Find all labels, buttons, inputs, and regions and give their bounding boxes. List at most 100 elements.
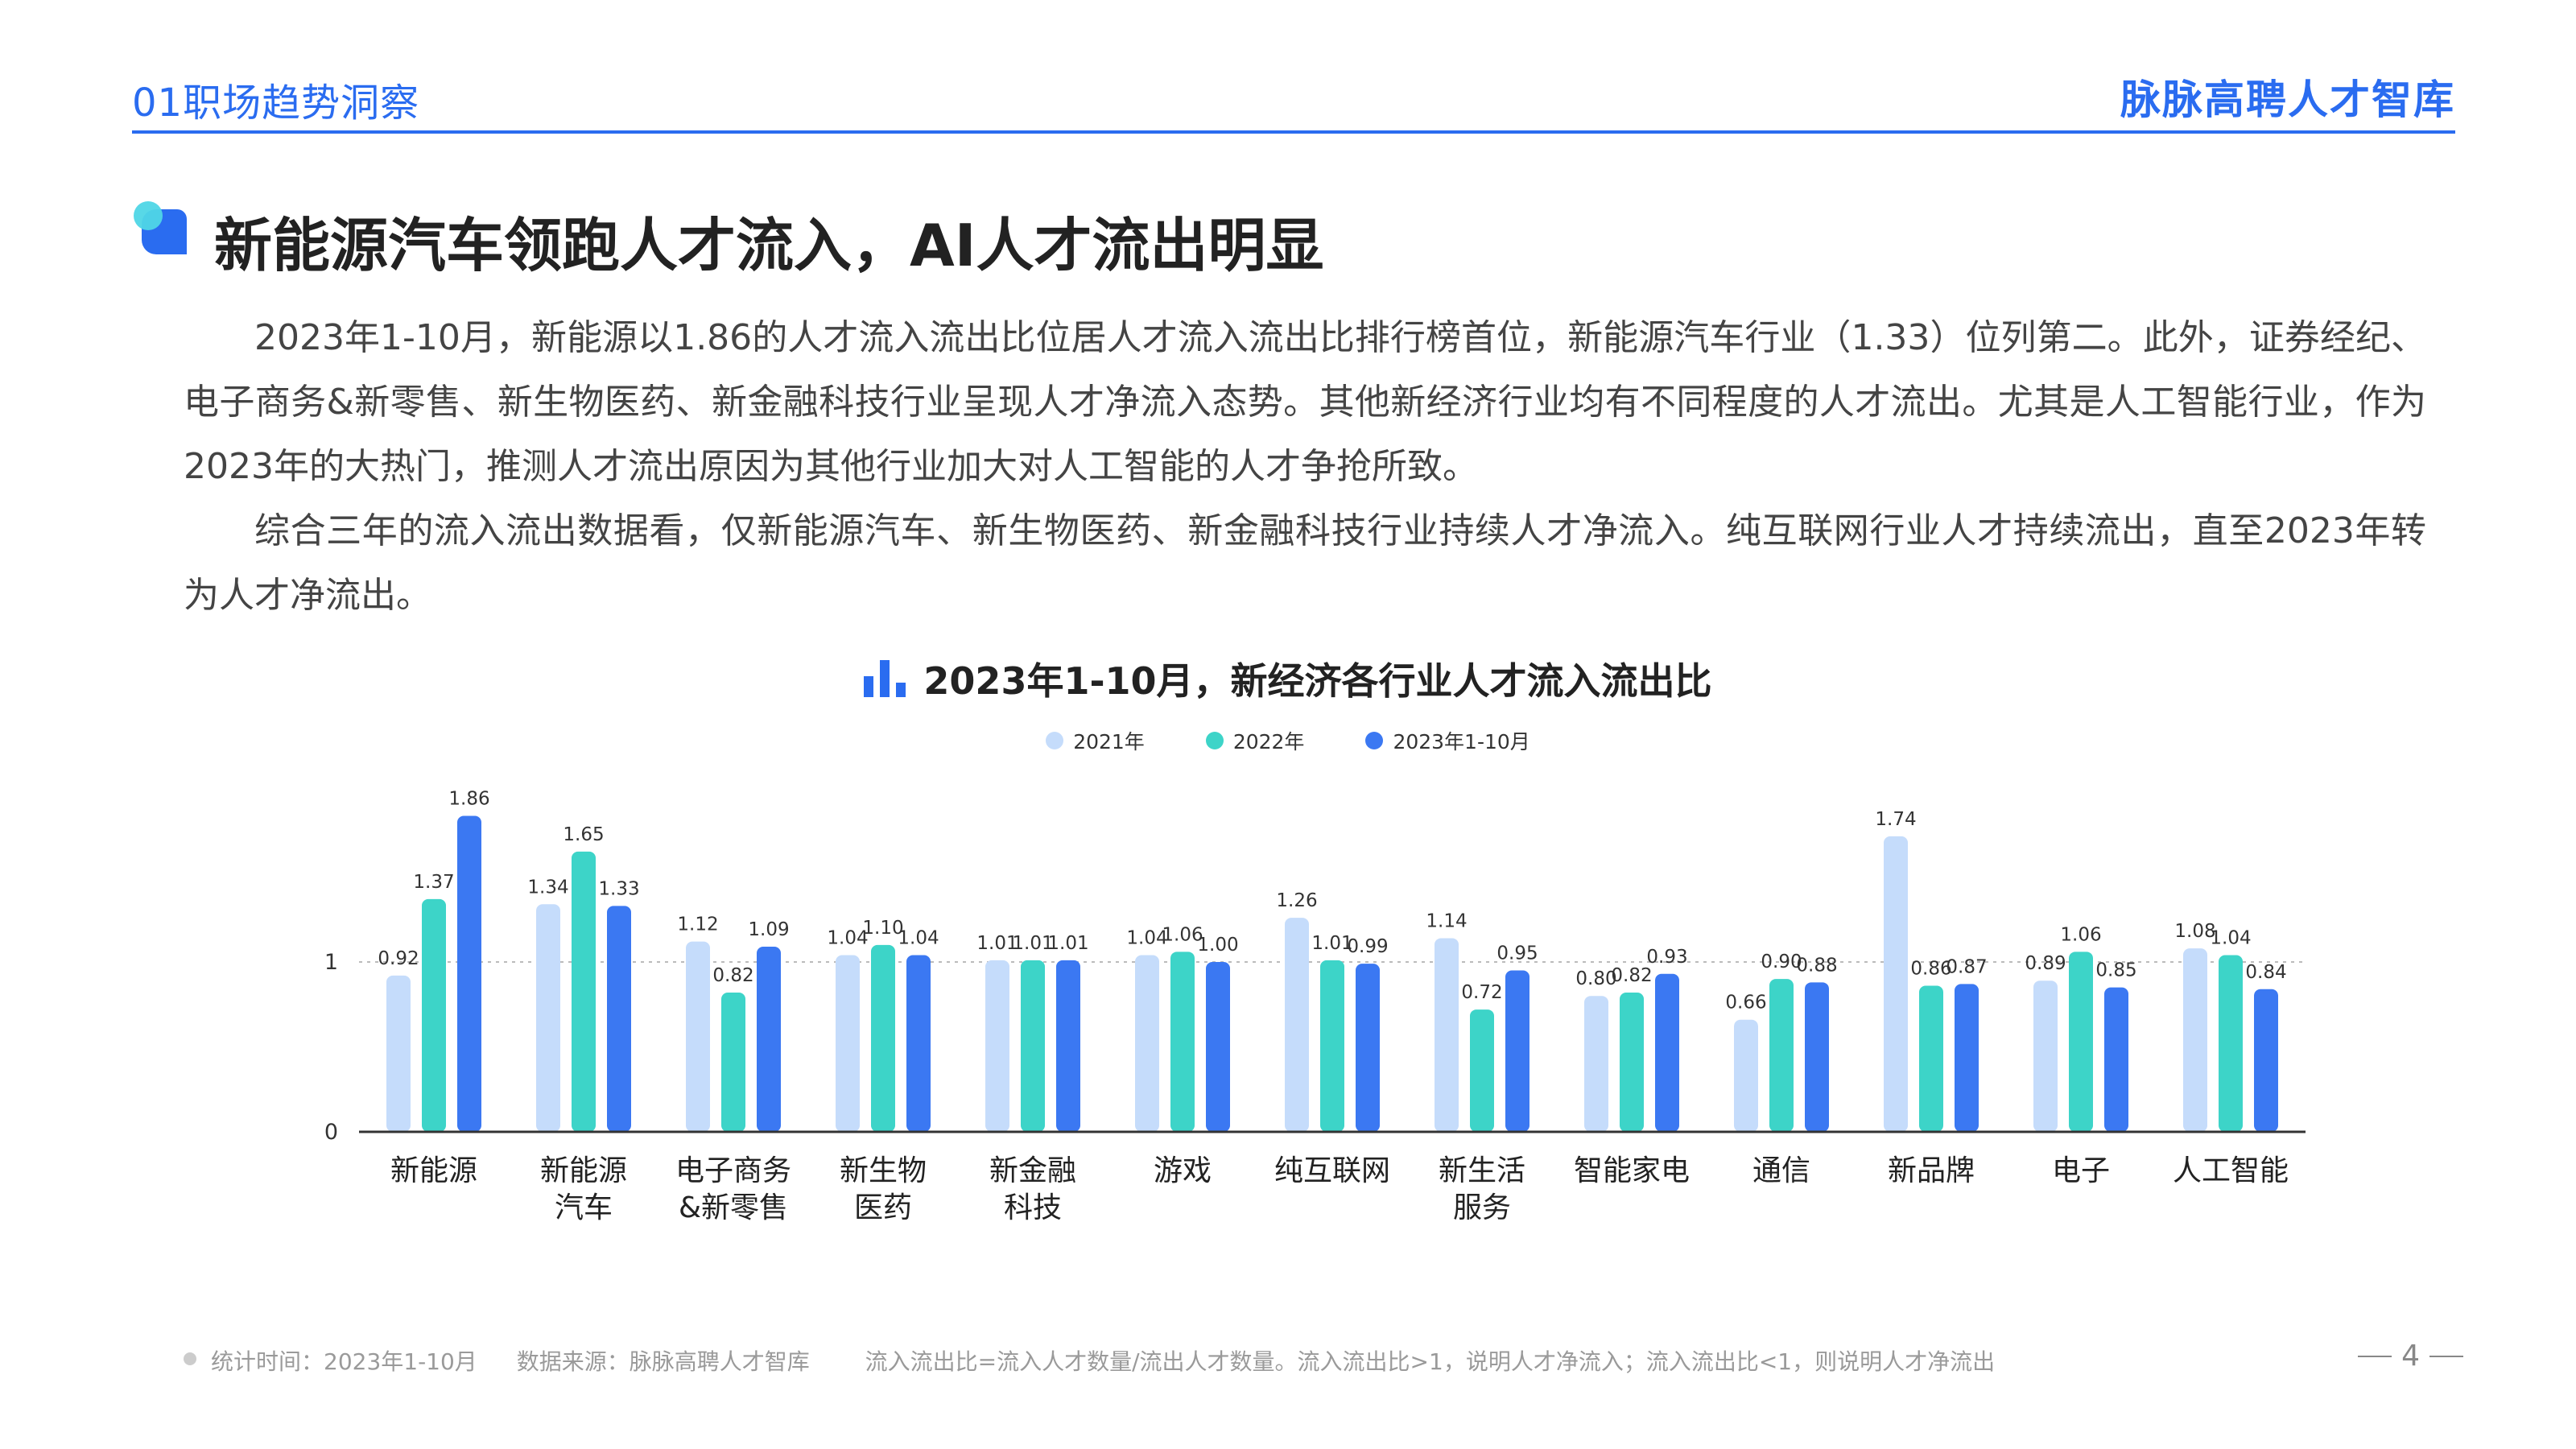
bar-2023 bbox=[1206, 962, 1230, 1132]
data-label: 1.10 bbox=[862, 918, 903, 939]
x-tick-label: 服务 bbox=[1453, 1191, 1511, 1224]
x-tick-label: &新零售 bbox=[679, 1191, 788, 1224]
x-tick-label: 游戏 bbox=[1154, 1154, 1212, 1187]
data-label: 1.04 bbox=[2210, 928, 2251, 949]
legend-item-2021: 2021年 bbox=[1046, 726, 1145, 755]
bar-2022 bbox=[1919, 985, 1943, 1132]
data-label: 0.88 bbox=[1796, 955, 1837, 976]
data-label: 1.01 bbox=[1311, 933, 1352, 954]
data-label: 1.04 bbox=[898, 928, 939, 949]
bar-2021 bbox=[1285, 918, 1309, 1132]
bar-2021 bbox=[1135, 955, 1159, 1132]
legend-swatch bbox=[1205, 732, 1224, 749]
data-label: 0.86 bbox=[1910, 959, 1951, 980]
legend-item-2023: 2023年1-10月 bbox=[1365, 726, 1530, 755]
bar-2023 bbox=[1356, 964, 1380, 1132]
data-label: 0.93 bbox=[1646, 947, 1687, 968]
data-label: 1.06 bbox=[2060, 924, 2101, 945]
bar-2021 bbox=[985, 960, 1009, 1132]
chart-title: 2023年1-10月，新经济各行业人才流入流出比 bbox=[864, 652, 1712, 705]
bar-2023 bbox=[1655, 973, 1679, 1132]
y-tick-label: 0 bbox=[324, 1120, 338, 1145]
x-tick-label: 电子 bbox=[2052, 1154, 2110, 1187]
data-label: 1.08 bbox=[2174, 921, 2215, 942]
bar-2022 bbox=[2069, 952, 2093, 1132]
data-label: 1.37 bbox=[413, 872, 454, 893]
data-label: 1.01 bbox=[1047, 933, 1088, 954]
data-label: 1.65 bbox=[563, 824, 604, 845]
bar-2022 bbox=[871, 944, 895, 1132]
bar-2023 bbox=[1955, 984, 1979, 1132]
x-tick-label: 新能源 bbox=[540, 1154, 627, 1187]
chart-title-wrap: 2023年1-10月，新经济各行业人才流入流出比 bbox=[0, 652, 2576, 705]
x-tick-label: 电子商务 bbox=[675, 1154, 791, 1187]
bar-2022 bbox=[721, 992, 745, 1132]
data-label: 1.86 bbox=[448, 789, 489, 810]
data-label: 0.95 bbox=[1496, 943, 1538, 964]
bar-2022 bbox=[1021, 960, 1045, 1132]
data-label: 0.92 bbox=[378, 948, 419, 969]
x-tick-label: 汽车 bbox=[555, 1191, 613, 1224]
bar-2022 bbox=[1470, 1009, 1494, 1132]
x-tick-label: 通信 bbox=[1752, 1154, 1810, 1187]
data-label: 0.99 bbox=[1347, 936, 1388, 957]
bar-2023 bbox=[2254, 989, 2278, 1132]
data-label: 1.04 bbox=[1126, 928, 1167, 949]
data-label: 1.00 bbox=[1197, 935, 1238, 956]
bar-2022 bbox=[572, 851, 596, 1132]
footer-source: 数据来源：脉脉高聘人才智库 bbox=[516, 1348, 810, 1375]
legend-label: 2023年1-10月 bbox=[1393, 730, 1530, 753]
x-tick-label: 新能源 bbox=[390, 1154, 477, 1187]
legend-item-2022: 2022年 bbox=[1205, 726, 1304, 755]
brand-logo: 脉脉高聘人才智库 bbox=[2120, 76, 2455, 123]
bar-2021 bbox=[2033, 980, 2058, 1132]
bar-2023 bbox=[1056, 960, 1080, 1132]
bar-2022 bbox=[1320, 960, 1344, 1132]
page-number-text: 4 bbox=[2401, 1340, 2420, 1373]
bar-2021 bbox=[836, 955, 860, 1132]
bar-2021 bbox=[2183, 948, 2207, 1132]
bar-2023 bbox=[757, 947, 781, 1132]
bar-2021 bbox=[1435, 938, 1459, 1132]
speech-bubble-icon bbox=[134, 201, 187, 254]
bar-2023 bbox=[1805, 982, 1829, 1132]
data-label: 0.82 bbox=[712, 965, 753, 986]
data-label: 1.26 bbox=[1276, 890, 1317, 911]
bar-2023 bbox=[2104, 987, 2128, 1132]
data-label: 1.04 bbox=[827, 928, 868, 949]
y-tick-label: 1 bbox=[324, 950, 338, 975]
x-tick-label: 新生活 bbox=[1439, 1154, 1525, 1187]
chart-legend: 2021年 2022年 2023年1-10月 bbox=[0, 726, 2576, 755]
data-label: 1.12 bbox=[677, 914, 718, 935]
legend-label: 2021年 bbox=[1073, 730, 1145, 753]
bar-2021 bbox=[1584, 996, 1608, 1132]
x-tick-label: 科技 bbox=[1004, 1191, 1062, 1224]
data-label: 1.33 bbox=[598, 878, 639, 899]
bar-2022 bbox=[1170, 952, 1195, 1132]
bar-2022 bbox=[1620, 992, 1644, 1132]
footer: 统计时间：2023年1-10月 数据来源：脉脉高聘人才智库 流入流出比=流入人才… bbox=[211, 1344, 2027, 1377]
page-dash-right bbox=[2429, 1355, 2463, 1357]
bar-2021 bbox=[1884, 836, 1908, 1132]
x-tick-label: 新生物 bbox=[840, 1154, 927, 1187]
footer-note: 流入流出比=流入人才数量/流出人才数量。流入流出比>1，说明人才净流入；流入流出… bbox=[865, 1348, 1996, 1375]
bar-2023 bbox=[1505, 970, 1530, 1132]
data-label: 0.80 bbox=[1575, 968, 1616, 989]
page-title: 新能源汽车领跑人才流入，AI人才流出明显 bbox=[214, 212, 1324, 279]
x-tick-label: 医药 bbox=[854, 1191, 912, 1224]
data-label: 0.90 bbox=[1761, 952, 1802, 972]
bar-2021 bbox=[1734, 1019, 1758, 1132]
data-label: 0.87 bbox=[1946, 956, 1987, 977]
data-label: 1.09 bbox=[748, 919, 789, 940]
bar-chart-icon bbox=[864, 660, 906, 697]
data-label: 0.84 bbox=[2245, 962, 2286, 983]
data-label: 0.72 bbox=[1461, 982, 1502, 1003]
paragraph: 2023年1-10月，新能源以1.86的人才流入流出比位居人才流入流出比排行榜首… bbox=[184, 317, 2426, 487]
data-label: 1.01 bbox=[1012, 933, 1053, 954]
section-label: 01职场趋势洞察 bbox=[132, 80, 420, 126]
legend-swatch bbox=[1365, 732, 1384, 749]
x-tick-label: 纯互联网 bbox=[1274, 1154, 1390, 1187]
bar-2023 bbox=[607, 906, 631, 1132]
bar-2022 bbox=[2219, 955, 2243, 1132]
